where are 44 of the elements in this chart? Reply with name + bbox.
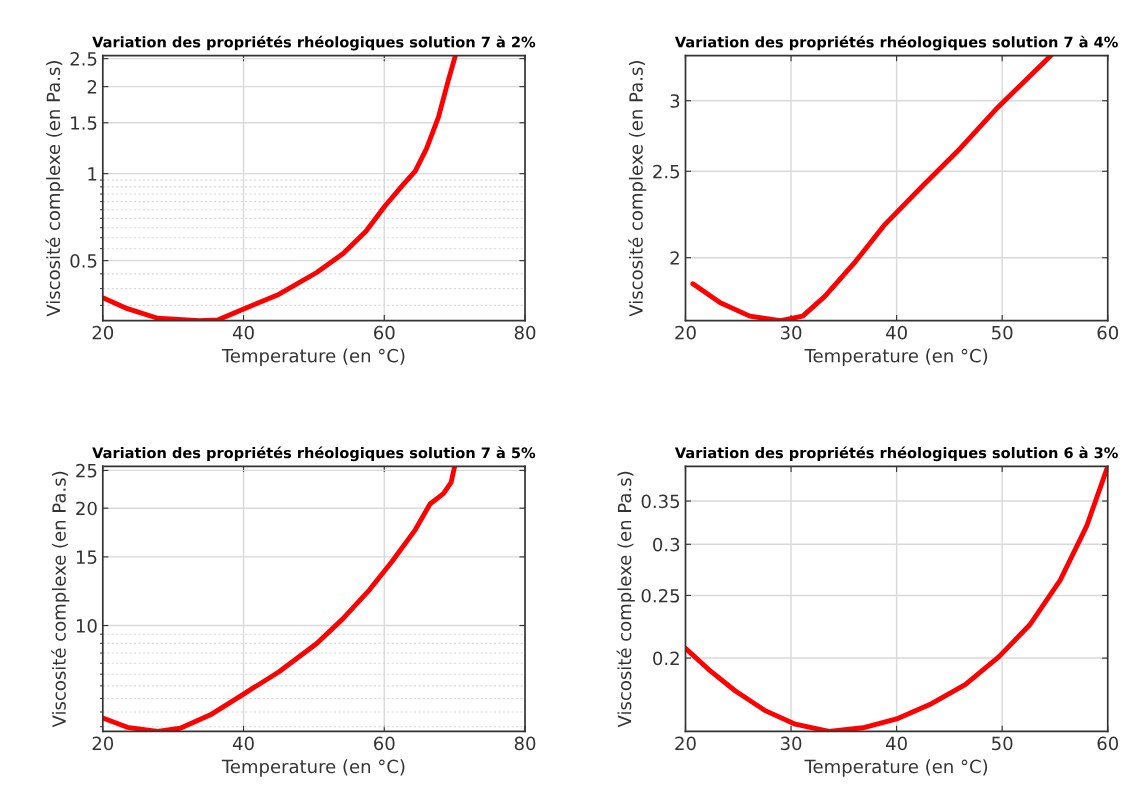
y-tick-label: 10 bbox=[76, 618, 97, 633]
x-tick-label: 40 bbox=[232, 736, 254, 751]
y-tick-label: 15 bbox=[76, 550, 97, 564]
chart-title: Variation des propriétés rhéologiques solution 6 à 3% bbox=[674, 446, 1118, 462]
y-axis-title: Viscosité complexe (en Pa.s) bbox=[628, 61, 647, 317]
y-tick-label: 0.35 bbox=[641, 494, 680, 509]
y-tick-label: 0.25 bbox=[641, 588, 680, 603]
y-tick-label: 0.3 bbox=[653, 537, 680, 552]
y-tick-label: 2 bbox=[670, 251, 679, 265]
x-tick-label: 50 bbox=[992, 325, 1013, 340]
x-tick-label: 60 bbox=[1097, 736, 1119, 751]
y-tick-label: 25 bbox=[76, 463, 97, 478]
x-tick-label: 60 bbox=[1097, 325, 1119, 340]
x-axis-title: Temperature (en °C) bbox=[221, 348, 405, 367]
y-axis-title: Viscosité complexe (en Pa.s) bbox=[51, 471, 70, 728]
chart-title: Variation des propriétés rhéologiques solution 7 à 5% bbox=[92, 446, 536, 462]
y-tick-label: 3 bbox=[670, 94, 680, 108]
x-axis-title: Temperature (en °C) bbox=[221, 759, 405, 777]
chart-title: Variation des propriétés rhéologiques solution 7 à 4% bbox=[674, 35, 1118, 51]
x-axis-title: Temperature (en °C) bbox=[804, 348, 988, 367]
chart-title: Variation des propriétés rhéologiques solution 7 à 2% bbox=[92, 35, 536, 51]
y-tick-label: 1 bbox=[88, 167, 97, 181]
x-tick-label: 50 bbox=[992, 736, 1013, 751]
y-tick-label: 1.5 bbox=[71, 116, 97, 130]
y-axis-title: Viscosité complexe (en Pa.s) bbox=[616, 471, 635, 728]
y-tick-label: 2 bbox=[87, 80, 97, 94]
x-tick-label: 80 bbox=[514, 325, 536, 340]
line-series bbox=[690, 55, 1054, 321]
x-axis-title: Temperature (en °C) bbox=[804, 759, 988, 777]
y-tick-label: 0.5 bbox=[70, 254, 97, 268]
x-tick-label: 60 bbox=[374, 736, 395, 751]
x-tick-label: 40 bbox=[886, 736, 907, 751]
y-tick-label: 2.5 bbox=[70, 52, 97, 66]
y-axis-title: Viscosité complexe (en Pa.s) bbox=[45, 61, 64, 317]
x-tick-label: 30 bbox=[780, 325, 802, 340]
x-tick-label: 80 bbox=[514, 736, 536, 751]
y-tick-label: 2.5 bbox=[653, 164, 680, 179]
x-tick-label: 40 bbox=[886, 325, 907, 340]
x-tick-label: 60 bbox=[374, 325, 395, 340]
y-tick-label: 0.2 bbox=[653, 651, 679, 666]
x-tick-label: 40 bbox=[232, 325, 254, 340]
y-tick-label: 20 bbox=[76, 501, 97, 516]
x-tick-label: 30 bbox=[780, 736, 802, 751]
line-series bbox=[685, 466, 1108, 732]
